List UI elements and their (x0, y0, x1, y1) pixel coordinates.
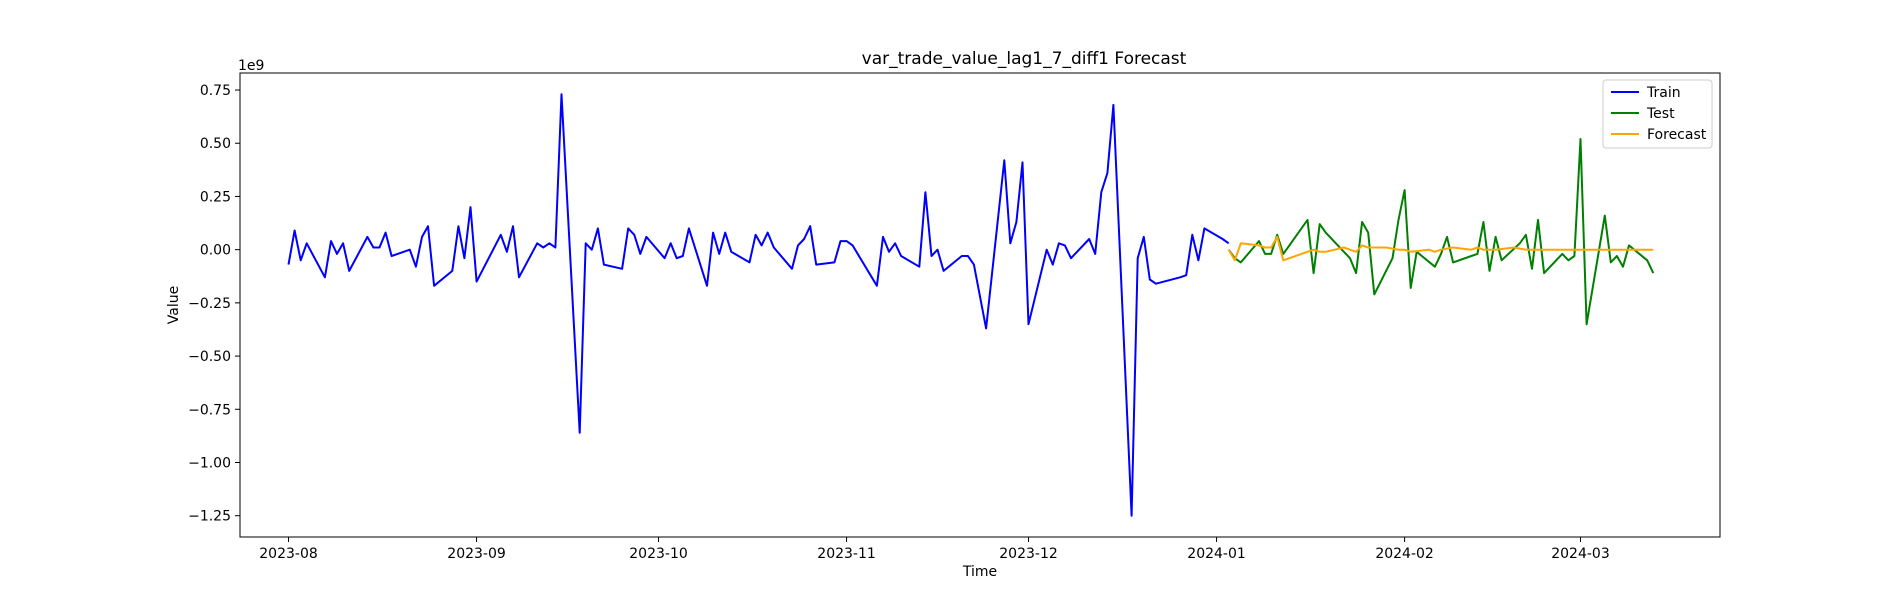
y-tick-label: −1.25 (188, 509, 231, 525)
legend-label-forecast: Forecast (1647, 127, 1707, 143)
y-tick-label: 0.50 (200, 136, 231, 152)
x-axis-label: Time (962, 564, 997, 580)
y-tick-label: −0.75 (188, 402, 231, 418)
series-line-forecast (1227, 235, 1654, 262)
y-axis-offset-label: 1e9 (238, 58, 264, 74)
plot-series (287, 93, 1655, 517)
axes-frame (239, 72, 1721, 538)
series-line-test (1227, 138, 1655, 326)
y-tick-label: −1.00 (188, 456, 231, 472)
x-tick-label: 2023-10 (629, 546, 688, 562)
y-axis-ticks: 0.75 0.50 0.25 0.00 −0.25 −0.50 −0.75 −1.00 −1.2… (188, 83, 240, 525)
x-tick-label: 2024-03 (1551, 546, 1610, 562)
chart-title: var_trade_value_lag1_7_diff1 Forecast (862, 49, 1187, 69)
x-tick-label: 2023-09 (447, 546, 506, 562)
x-tick-label: 2023-12 (999, 546, 1058, 562)
legend: Train Test Forecast (1602, 79, 1713, 149)
y-tick-label: −0.50 (188, 349, 231, 365)
x-tick-label: 2024-01 (1187, 546, 1246, 562)
y-tick-label: 0.25 (200, 189, 231, 205)
x-tick-label: 2024-02 (1375, 546, 1434, 562)
x-axis-ticks: 2023-08 2023-09 2023-10 2023-11 2023-12 2024-… (259, 537, 1610, 562)
y-tick-label: −0.25 (188, 296, 231, 312)
y-axis-label: Value (166, 286, 182, 324)
legend-label-train: Train (1646, 85, 1681, 101)
x-tick-label: 2023-08 (259, 546, 318, 562)
y-tick-label: 0.00 (200, 243, 231, 259)
x-tick-label: 2023-11 (817, 546, 876, 562)
y-tick-label: 0.75 (200, 83, 231, 99)
legend-label-test: Test (1646, 106, 1675, 122)
series-line-train (287, 93, 1230, 517)
legend-box (1602, 79, 1713, 149)
